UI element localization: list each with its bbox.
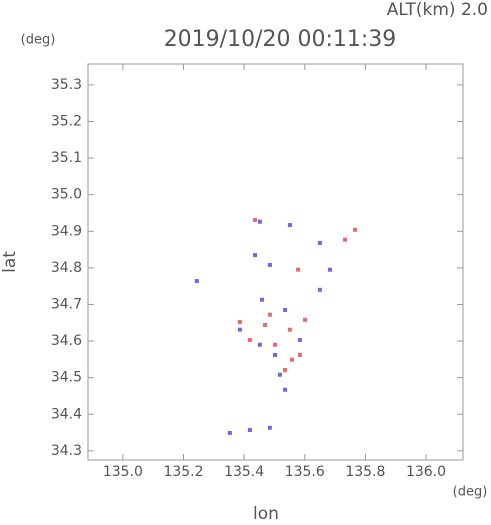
x-unit: (deg): [453, 485, 488, 500]
x-axis-label: lon: [253, 504, 279, 521]
y-unit: (deg): [21, 33, 56, 48]
radar-echo: [257, 219, 262, 224]
radar-echo: [303, 317, 308, 322]
chart-title: 2019/10/20 00:11:39: [164, 27, 397, 52]
y-tick-label: 34.5: [51, 370, 82, 386]
radar-echo: [253, 217, 258, 222]
radar-echo: [247, 427, 252, 432]
radar-echo: [194, 279, 199, 284]
y-tick-label: 34.3: [51, 443, 82, 459]
x-tick-label: 135.8: [345, 464, 385, 480]
x-tick-label: 136.0: [406, 464, 446, 480]
x-tick-label: 135.6: [285, 464, 325, 480]
y-tick-label: 34.9: [51, 223, 82, 239]
y-tick-label: 34.7: [51, 296, 82, 312]
radar-echo: [297, 352, 302, 357]
y-tick-label: 34.8: [51, 260, 82, 276]
radar-echo: [253, 253, 258, 258]
plot-frame: [87, 63, 464, 461]
radar-echo: [296, 267, 301, 272]
radar-echo: [283, 387, 288, 392]
radar-echo: [273, 352, 278, 357]
y-tick-label: 35.2: [51, 113, 82, 129]
y-tick-label: 35.1: [51, 150, 82, 166]
y-tick-label: 35.0: [51, 187, 82, 203]
radar-echo: [267, 262, 272, 267]
radar-echo: [260, 297, 265, 302]
y-tick-label: 34.4: [51, 406, 82, 422]
y-tick-label: 35.3: [51, 77, 82, 93]
radar-echo: [257, 342, 262, 347]
radar-echo: [237, 327, 242, 332]
radar-echo: [227, 430, 232, 435]
radar-echo: [317, 240, 322, 245]
y-axis-label: lat: [0, 251, 20, 273]
radar-echo: [327, 267, 332, 272]
radar-echo: [353, 227, 358, 232]
radar-echo: [277, 372, 282, 377]
radar-echo: [247, 337, 252, 342]
radar-echo: [343, 237, 348, 242]
altitude: ALT(km) 2.0: [387, 0, 488, 20]
radar-echo: [287, 223, 292, 228]
radar-echo: [317, 287, 322, 292]
radar-echo: [237, 320, 242, 325]
radar-echo: [283, 307, 288, 312]
radar-echo: [273, 342, 278, 347]
radar-echo: [287, 327, 292, 332]
y-tick-label: 34.6: [51, 333, 82, 349]
radar-echo: [283, 367, 288, 372]
radar-echo: [297, 337, 302, 342]
radar-echo: [290, 357, 295, 362]
radar-echo: [267, 425, 272, 430]
x-tick-label: 135.0: [103, 464, 143, 480]
x-tick-label: 135.2: [163, 464, 203, 480]
x-tick-label: 135.4: [224, 464, 264, 480]
radar-echo: [263, 322, 268, 327]
radar-echo: [267, 312, 272, 317]
